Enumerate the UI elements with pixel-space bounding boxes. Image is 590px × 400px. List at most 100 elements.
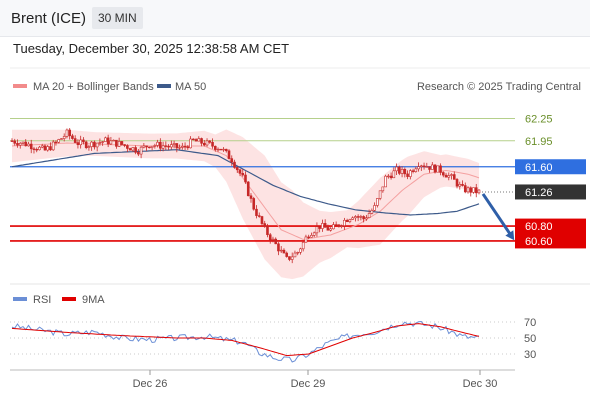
candle [183,142,187,150]
candle [411,168,415,174]
candle [159,138,162,152]
candle-body [189,138,192,149]
candle [244,171,247,184]
candle-body [224,148,228,152]
candle [137,148,140,157]
candle-body [202,142,206,146]
candle-body [24,141,28,147]
candle [318,226,321,233]
candle [178,144,181,150]
bollinger-band-layer [12,129,479,280]
candle-body [266,226,269,236]
candles-layer [10,128,481,264]
candle [65,128,69,139]
candle [112,139,115,142]
candle [348,218,352,224]
candle [128,147,132,151]
candle [126,144,129,152]
candle [332,221,335,230]
candle [365,214,368,221]
candle-body [156,141,159,146]
candle-body [304,236,308,243]
timeframe-button[interactable]: 30 MIN [92,7,143,29]
candle-body [436,165,440,173]
candle-body [252,198,256,210]
candle [373,202,376,212]
candle [345,218,349,223]
candle-body [420,165,423,168]
candle [293,250,297,258]
candle [202,139,206,147]
candle-body [161,145,165,149]
candle [417,162,420,172]
candle [387,174,390,179]
candle [71,133,74,140]
candle [472,187,475,194]
candle [279,246,283,253]
candle [271,236,275,243]
candle [307,234,310,240]
candle-body [18,143,22,146]
candle-body [310,235,313,238]
candle [362,215,365,223]
candle [260,215,264,227]
candle-body [389,175,393,179]
candle-body [378,190,382,199]
x-axis-layer: Dec 26 Dec 29 Dec 30 [133,370,497,390]
candle [441,171,445,178]
candle-body [134,147,137,153]
candle-body [82,139,85,143]
candle-body [461,184,464,186]
candle [425,162,429,168]
candle-body [246,181,250,197]
candle [288,256,291,262]
copyright: Research © 2025 Trading Central [417,81,581,93]
candle-body [381,186,385,192]
candle-body [329,228,332,231]
candle [167,144,170,151]
candle [161,141,165,152]
candle [414,166,418,173]
candle-body [469,187,473,193]
legend-swatch-ma50 [157,84,171,88]
candle [274,237,278,245]
candle [282,248,286,254]
candle-body [211,141,214,147]
candle-body [194,139,198,142]
candle-body [301,241,305,250]
candle [134,145,137,155]
candle [10,138,14,142]
candle-body [299,248,302,253]
candle-body [285,252,289,257]
candle-body [71,135,74,139]
candle [79,135,82,149]
candle [101,141,104,146]
candle-body [68,129,71,137]
candle [436,165,440,173]
candle-body [447,175,451,178]
resistance-label: 61.95 [525,136,553,148]
candle-body [312,232,316,236]
candle [205,138,209,147]
candle-body [362,216,365,220]
forecast-layer [481,193,515,241]
candle-body [142,145,146,148]
rsi-tick-label: 50 [524,333,536,345]
candle [430,162,434,170]
legend-swatch-bb [13,84,27,88]
candle-body [38,146,41,151]
candle-body [112,139,115,142]
candle [95,142,99,152]
candle-body [477,189,481,194]
candle [461,180,464,187]
candle [131,147,135,152]
candle-body [274,238,278,245]
candle [296,251,299,256]
candle [117,137,121,148]
candle [343,217,346,230]
timestamp: Tuesday, December 30, 2025 12:38:58 AM C… [13,41,290,56]
candle [400,166,404,178]
candle [455,177,459,189]
candle-body [213,145,217,150]
candle [447,172,451,181]
